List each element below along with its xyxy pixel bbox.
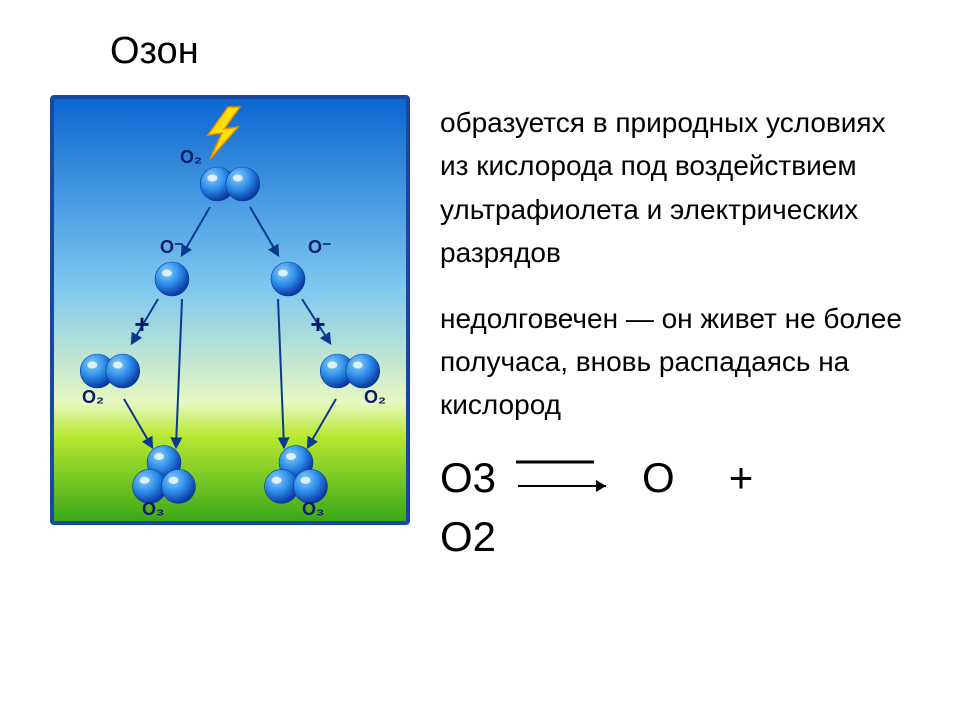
svg-text:O⁻: O⁻: [308, 237, 332, 257]
svg-text:+: +: [134, 309, 149, 339]
content-row: + + O₂ O⁻ O⁻ O₂ O₂ O₃ O₃ образуется в природных …: [50, 95, 910, 566]
text-column: образуется в природных условиях из кисло…: [440, 95, 910, 566]
svg-text:O₂: O₂: [364, 387, 386, 407]
formula-rhs-o: O: [642, 449, 675, 508]
svg-text:O⁻: O⁻: [160, 237, 184, 257]
ozone-diagram: + + O₂ O⁻ O⁻ O₂ O₂ O₃ O₃: [50, 95, 410, 525]
formula-plus: +: [729, 449, 754, 508]
formula-rhs-o2: O2: [440, 508, 910, 567]
long-arrow-icon: [514, 449, 624, 508]
svg-text:O₃: O₃: [302, 499, 324, 519]
formula-lhs: O3: [440, 449, 496, 508]
svg-text:O₂: O₂: [82, 387, 104, 407]
diagram-svg: + + O₂ O⁻ O⁻ O₂ O₂ O₃ O₃: [54, 99, 406, 521]
svg-text:O₂: O₂: [180, 147, 202, 167]
decomposition-formula: O3 O + O2: [440, 449, 910, 567]
paragraph-formation: образуется в природных условиях из кисло…: [440, 101, 910, 275]
page-title: Озон: [110, 30, 910, 73]
svg-text:O₃: O₃: [142, 499, 164, 519]
svg-text:+: +: [310, 309, 325, 339]
paragraph-lifetime: недолговечен — он живет не более получас…: [440, 297, 910, 427]
